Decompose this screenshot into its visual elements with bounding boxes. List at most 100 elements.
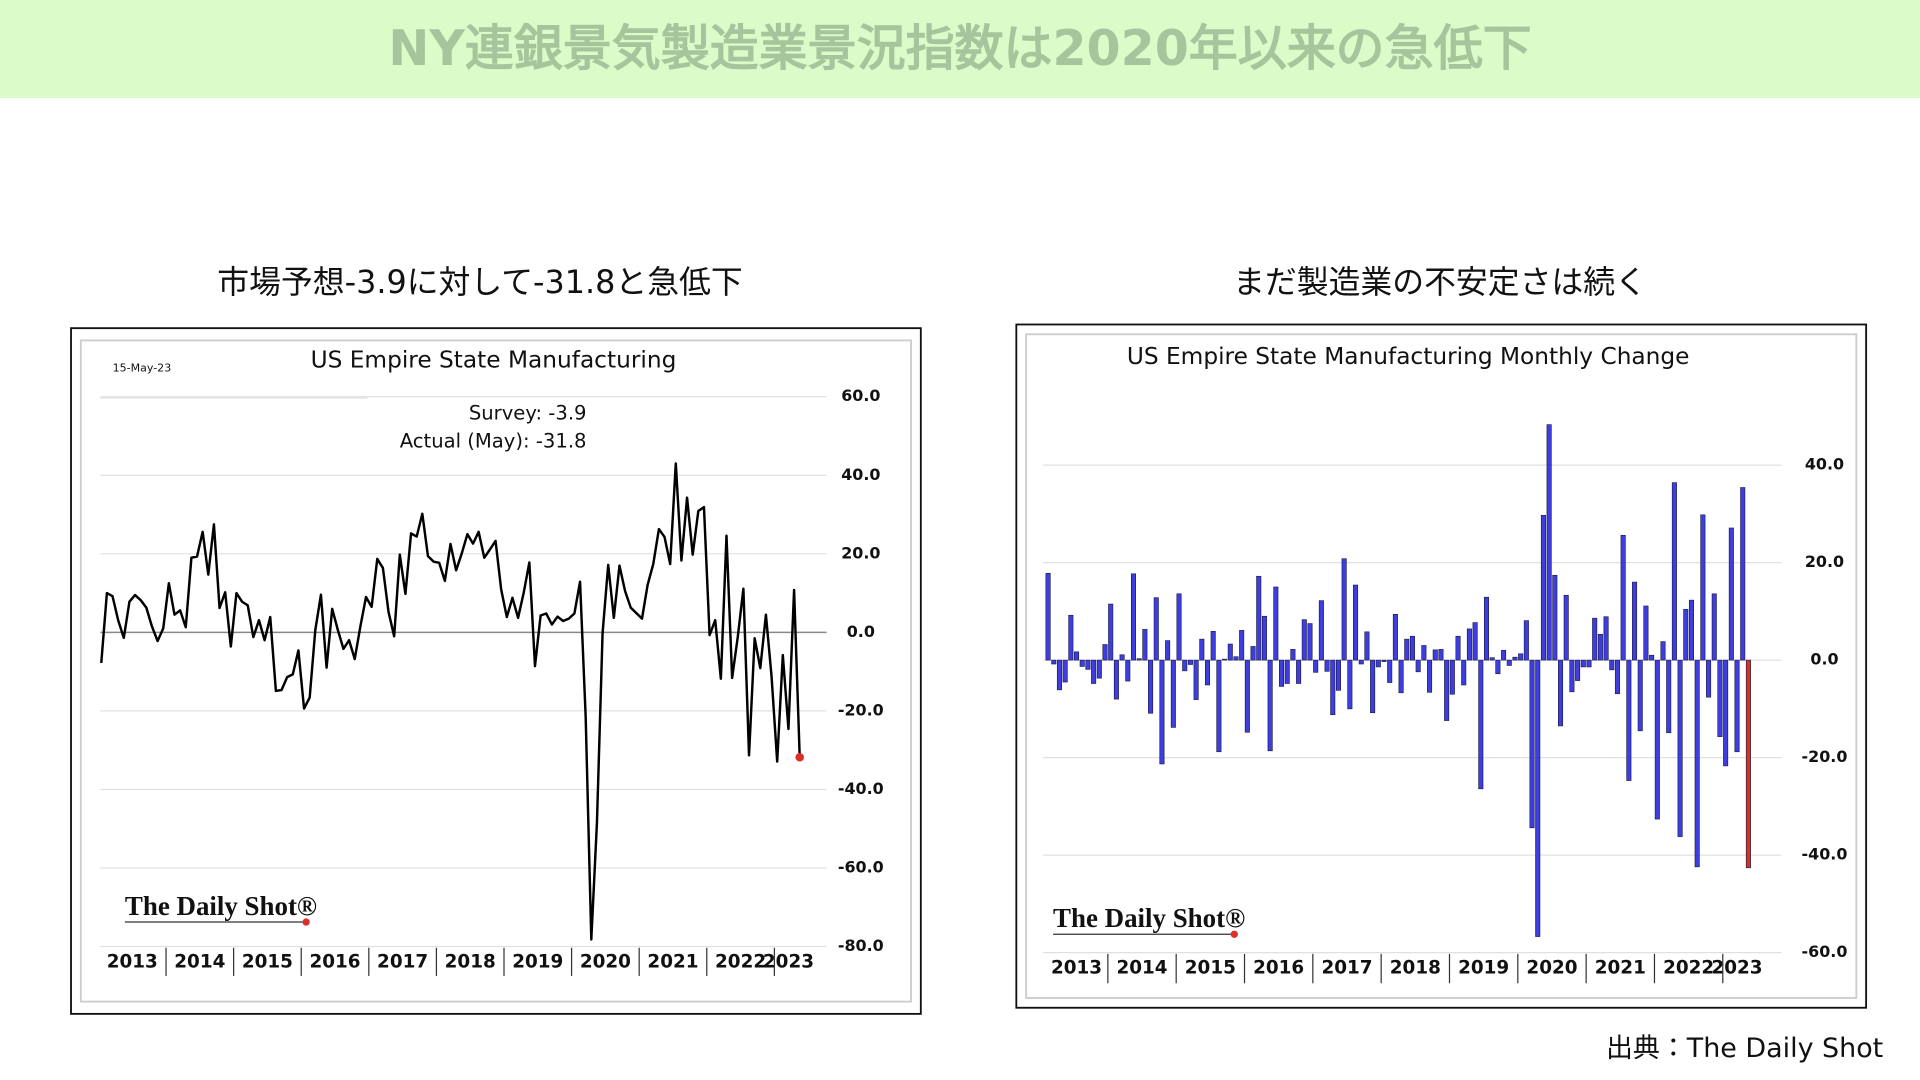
x-tick-label: 2018 (1390, 958, 1441, 979)
y-tick-label: 40.0 (1805, 455, 1844, 474)
bar (1489, 657, 1495, 661)
bar (1711, 593, 1717, 661)
bar (1449, 659, 1455, 695)
bar (1614, 659, 1620, 695)
bar (1626, 659, 1632, 781)
x-tick-label: 2013 (107, 951, 158, 972)
bar (1660, 641, 1666, 661)
bar (1375, 659, 1381, 668)
bar (1341, 558, 1347, 661)
bar (1694, 659, 1700, 868)
x-tick-label: 2015 (1185, 958, 1236, 979)
bar (1091, 659, 1097, 684)
y-tick-label: -80.0 (838, 936, 884, 955)
bar (1427, 659, 1433, 693)
bar (1558, 659, 1564, 727)
bar (1256, 575, 1262, 661)
bar (1176, 593, 1182, 661)
x-tick-label: 2015 (242, 951, 293, 972)
bar (1216, 659, 1222, 753)
bar (1187, 659, 1193, 665)
bar (1637, 659, 1643, 732)
y-tick-label: -60.0 (838, 857, 884, 876)
bar (1227, 643, 1233, 661)
x-tick-label: 2023 (1711, 958, 1762, 979)
bar (1506, 659, 1512, 666)
bar (1421, 645, 1427, 661)
bar (1586, 659, 1592, 668)
y-tick-label: -20.0 (838, 700, 884, 719)
y-tick-label: -40.0 (1802, 845, 1848, 864)
chart-heading: まだ製造業の不安定さは続く (1233, 263, 1647, 301)
bar (1643, 605, 1649, 661)
bar (1728, 527, 1734, 661)
bar (1461, 659, 1467, 686)
bar (1108, 603, 1114, 661)
x-tick-label: 2020 (580, 951, 631, 972)
bar (1096, 659, 1102, 679)
logo-dot (1230, 930, 1238, 938)
bar (1472, 622, 1478, 661)
bar (1142, 629, 1148, 661)
bar (1085, 659, 1091, 670)
bar (1347, 659, 1353, 710)
bar (1307, 623, 1313, 661)
bar (1717, 659, 1723, 737)
y-tick-label: -60.0 (1802, 942, 1848, 961)
bar (1170, 659, 1176, 728)
bar (1250, 646, 1256, 661)
bar (1563, 594, 1569, 661)
bar (1290, 649, 1296, 661)
x-tick-label: 2017 (377, 951, 428, 972)
bar (1358, 659, 1364, 665)
bar (1683, 609, 1689, 661)
bar (1404, 638, 1410, 661)
bar (1119, 654, 1125, 661)
bar (1483, 596, 1490, 661)
bar (1193, 659, 1199, 700)
bar (1051, 659, 1057, 665)
bar (1609, 659, 1615, 671)
bar (1575, 659, 1581, 681)
bar (1649, 654, 1655, 661)
bar (1062, 659, 1068, 683)
y-tick-label: 40.0 (841, 465, 880, 484)
bar (1535, 659, 1541, 937)
bar (1102, 644, 1108, 661)
bar (1273, 586, 1279, 661)
bar (1580, 659, 1586, 668)
chart-heading: 市場予想-3.9に対して-31.8と急低下 (217, 263, 742, 301)
bar (1045, 573, 1051, 661)
x-tick-label: 2020 (1526, 958, 1577, 979)
bar (1734, 659, 1740, 753)
bar (1495, 659, 1501, 675)
date-label: 15-May-23 (113, 362, 172, 375)
x-tick-label: 2022 (1663, 958, 1714, 979)
chart-title: US Empire State Manufacturing (311, 347, 677, 374)
bar (1159, 659, 1165, 765)
x-tick-label: 2021 (1595, 958, 1646, 979)
bar (1512, 656, 1518, 661)
bar (1324, 659, 1330, 672)
bar (1415, 659, 1421, 673)
bar (1546, 424, 1552, 661)
bar (1153, 597, 1159, 661)
bar (1182, 659, 1188, 672)
bar (1296, 659, 1302, 684)
y-tick-label: 60.0 (841, 386, 880, 405)
bar (1068, 614, 1074, 661)
bar (1671, 482, 1677, 661)
bar (1392, 613, 1398, 661)
logo-dot (302, 918, 310, 926)
y-tick-label: 0.0 (847, 622, 875, 641)
y-tick-label: -40.0 (838, 779, 884, 798)
bar (1165, 640, 1171, 661)
bar (1592, 617, 1598, 661)
x-tick-label: 2013 (1051, 958, 1102, 979)
bar (1501, 650, 1507, 661)
line-series (100, 462, 801, 941)
bar (1723, 659, 1729, 767)
bar (1125, 659, 1131, 682)
